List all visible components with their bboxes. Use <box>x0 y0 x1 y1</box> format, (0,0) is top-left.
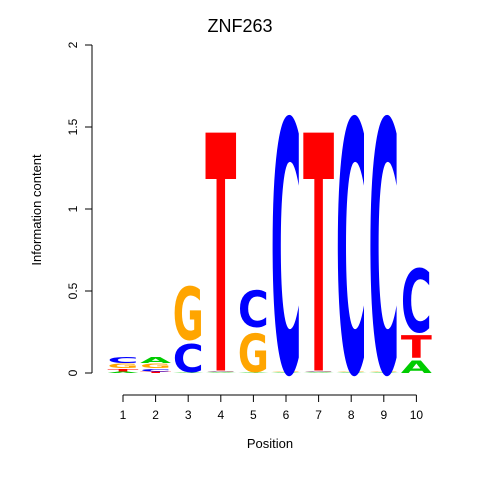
logo-letter-c: C <box>336 51 367 454</box>
y-tick-label: 2 <box>66 41 80 48</box>
x-tick-label: 1 <box>120 408 127 422</box>
y-tick-label: 1 <box>66 205 80 212</box>
logo-letter-g: G <box>205 370 236 371</box>
logo-letter-a: A <box>238 372 269 373</box>
y-tick-label: 1.5 <box>66 118 80 135</box>
logo-letter-t: T <box>140 371 171 373</box>
x-tick-label: 10 <box>410 408 424 422</box>
chart-title: ZNF263 <box>207 16 272 36</box>
logo-letter-g: G <box>336 371 367 372</box>
logo-letter-a: A <box>336 372 367 373</box>
logo-letter-a: A <box>140 356 172 365</box>
logo-letter-t: T <box>401 331 433 367</box>
logo-letter-c: C <box>205 371 236 372</box>
logo-letter-a: A <box>108 371 139 373</box>
logo-letter-t: T <box>107 368 138 373</box>
logo-letter-c: C <box>368 51 399 454</box>
logo-letter-g: G <box>303 370 334 371</box>
y-tick-label: 0 <box>66 369 80 376</box>
x-tick-label: 9 <box>380 408 387 422</box>
logo-letter-t: T <box>303 68 334 448</box>
y-axis-title: Information content <box>29 154 44 266</box>
x-tick-label: 3 <box>185 408 192 422</box>
logo-letter-a: A <box>173 372 204 373</box>
y-axis: 0 0.5 1 1.5 2 <box>66 41 93 376</box>
logo-letter-c: C <box>140 368 171 372</box>
logo-letter-c: C <box>107 356 138 365</box>
x-axis: 1 2 3 4 5 6 7 8 9 10 <box>120 394 424 422</box>
logo-letter-g: G <box>271 371 302 372</box>
x-tick-label: 2 <box>152 408 159 422</box>
logo-letter-a: A <box>368 372 399 373</box>
y-tick-label: 0.5 <box>66 282 80 299</box>
logo-letter-c: C <box>238 281 269 339</box>
logo-letter-c: C <box>303 371 334 372</box>
logo-letter-c: C <box>173 337 204 382</box>
x-tick-label: 7 <box>315 408 322 422</box>
logo-letter-a: A <box>205 372 236 373</box>
logo-letter-g: G <box>140 363 171 370</box>
x-tick-label: 5 <box>250 408 257 422</box>
logo-letter-g: G <box>368 371 399 372</box>
logo-letter-g: G <box>108 363 139 370</box>
logo-letter-c: C <box>271 51 302 454</box>
logo-letter-c: C <box>401 253 432 353</box>
logo-letter-a: A <box>401 357 432 377</box>
logo-letter-a: A <box>271 372 302 373</box>
x-axis-title: Position <box>247 436 293 451</box>
x-tick-label: 8 <box>348 408 355 422</box>
logo-letter-a: A <box>303 372 334 373</box>
logo-letter-t: T <box>205 68 236 448</box>
logo-letter-g: G <box>238 323 269 385</box>
x-tick-label: 6 <box>283 408 290 422</box>
x-tick-label: 4 <box>217 408 224 422</box>
logo-letter-g: G <box>173 273 204 357</box>
